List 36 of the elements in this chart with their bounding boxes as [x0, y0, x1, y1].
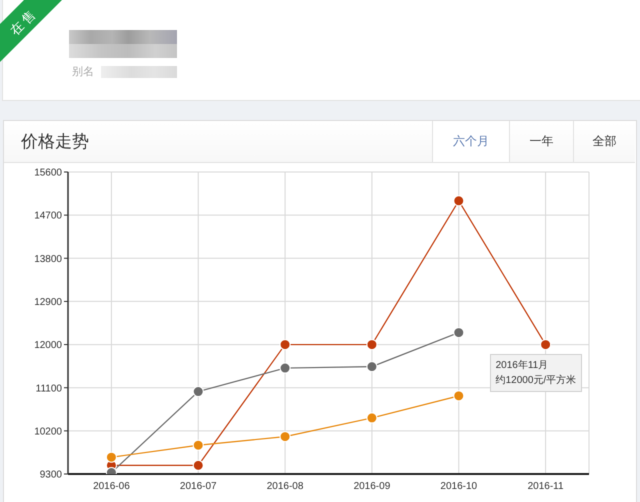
point	[453, 195, 464, 206]
y-tick-label: 15600	[34, 168, 62, 179]
point	[366, 361, 378, 372]
point	[192, 460, 204, 471]
x-tick-label: 2016-09	[354, 481, 391, 492]
tab: 一年	[509, 121, 573, 162]
x-tick-label: 2016-11	[528, 481, 564, 492]
tab: 全部	[573, 121, 635, 162]
point	[280, 431, 291, 442]
point	[192, 386, 204, 398]
point	[453, 327, 464, 338]
annotation: 约12000元/平方米	[496, 374, 576, 388]
y-tick-label: 14700	[34, 210, 62, 222]
x-tick-label: 2016-08	[266, 481, 304, 492]
y-tick-label: 12000	[34, 340, 62, 352]
x-tick-label: 2016-06	[93, 481, 130, 492]
y-tick-label: 9300	[40, 470, 62, 481]
chart-title: 价格走势	[21, 131, 89, 153]
y-tick-label: 11100	[36, 383, 62, 394]
point	[280, 339, 291, 350]
y-tick-label: 10200	[34, 426, 62, 438]
text: 在售	[6, 4, 42, 40]
point	[366, 339, 378, 350]
annotation: 2016年11月	[496, 358, 550, 373]
x-tick-label: 2016-10	[440, 481, 478, 492]
point	[540, 339, 552, 350]
point	[192, 440, 204, 451]
x-tick-label: 2016-07	[180, 481, 218, 492]
point	[366, 412, 378, 424]
point	[280, 362, 291, 374]
point	[453, 390, 464, 402]
tab: 六个月	[432, 121, 509, 162]
y-tick-label: 12900	[34, 296, 62, 308]
y-tick-label: 13800	[34, 254, 62, 265]
text: 别名	[72, 65, 94, 79]
point	[106, 452, 117, 463]
